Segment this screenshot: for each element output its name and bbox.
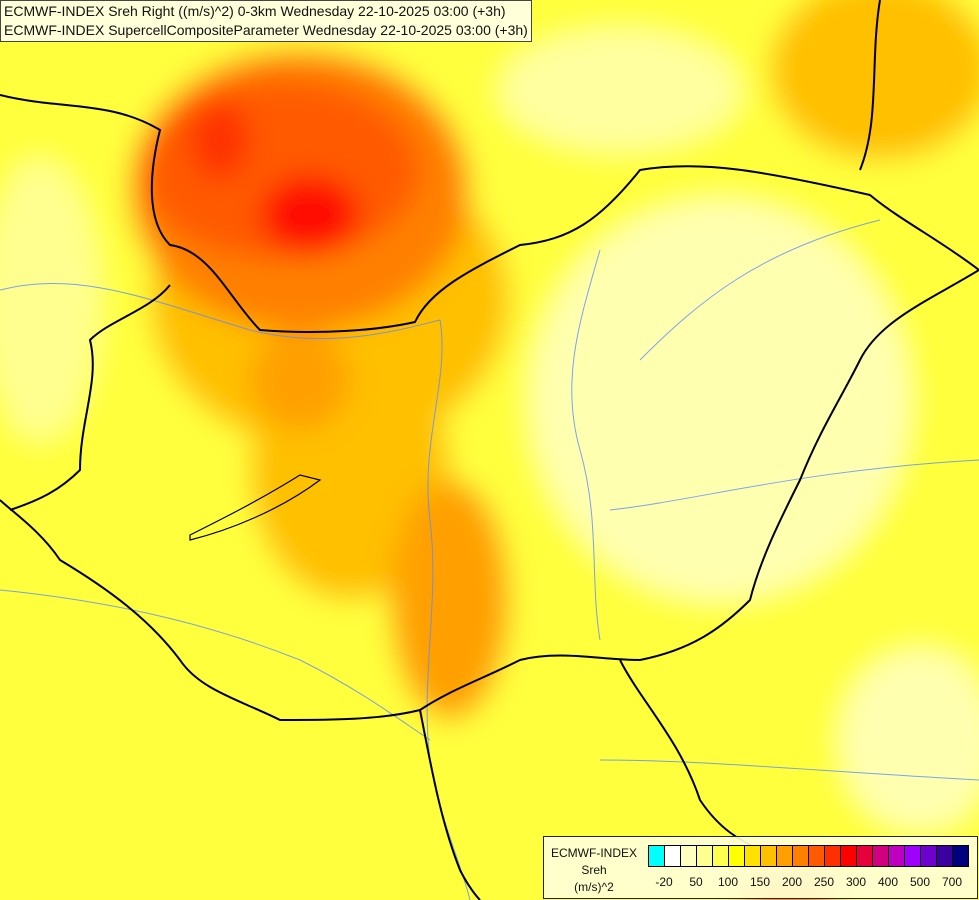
legend-tick-label: 100 (717, 875, 739, 889)
legend-swatch (681, 846, 697, 866)
legend-swatch (665, 846, 681, 866)
legend-swatch (905, 846, 921, 866)
legend-swatch (921, 846, 937, 866)
color-legend: ECMWF-INDEX Sreh (m/s)^2 -20 50 100 150 200 2… (543, 836, 978, 899)
legend-swatch (825, 846, 841, 866)
legend-ticks: -20 50 100 150 200 250 300 400 500 700 (648, 875, 970, 895)
legend-label: ECMWF-INDEX Sreh (m/s)^2 (548, 845, 640, 896)
legend-swatch (953, 846, 968, 866)
legend-tick-label: 700 (941, 875, 963, 889)
legend-swatch (841, 846, 857, 866)
title-scp: ECMWF-INDEX SupercellCompositeParameter … (4, 22, 528, 38)
map-titles: ECMWF-INDEX Sreh Right ((m/s)^2) 0-3km W… (0, 0, 532, 42)
legend-swatch (889, 846, 905, 866)
legend-source: ECMWF-INDEX (551, 846, 637, 860)
legend-tick-label: 250 (813, 875, 835, 889)
legend-swatch (873, 846, 889, 866)
legend-tick-label: 300 (845, 875, 867, 889)
rivers (0, 219, 979, 900)
legend-swatch (809, 846, 825, 866)
legend-tick-label: 150 (749, 875, 771, 889)
legend-swatch (777, 846, 793, 866)
legend-tick-label: 50 (689, 875, 703, 889)
legend-tick-label: 500 (909, 875, 931, 889)
legend-swatch (793, 846, 809, 866)
legend-variable: Sreh (581, 863, 607, 877)
legend-swatch (729, 846, 745, 866)
legend-swatch (649, 846, 665, 866)
legend-unit: (m/s)^2 (574, 880, 614, 894)
legend-swatch (745, 846, 761, 866)
legend-swatch (857, 846, 873, 866)
legend-swatches (648, 845, 969, 867)
legend-swatch (937, 846, 953, 866)
legend-tick-label: 400 (877, 875, 899, 889)
legend-swatch (761, 846, 777, 866)
legend-swatch (697, 846, 713, 866)
legend-tick-label: 200 (781, 875, 803, 889)
legend-swatch (713, 846, 729, 866)
legend-tick-label: -20 (655, 875, 673, 889)
title-sreh: ECMWF-INDEX Sreh Right ((m/s)^2) 0-3km W… (4, 3, 506, 19)
